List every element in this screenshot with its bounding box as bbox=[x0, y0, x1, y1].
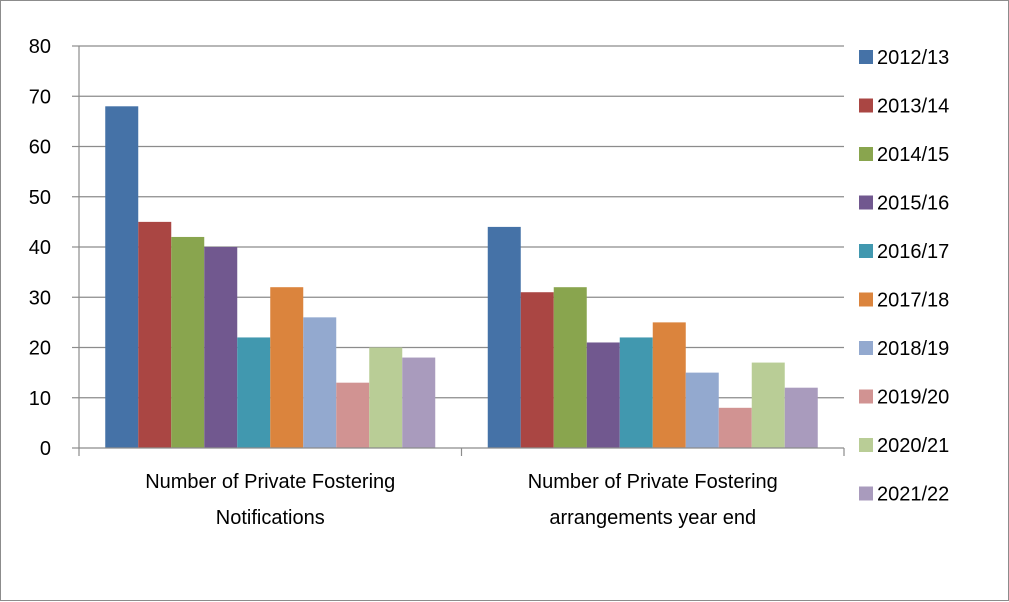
bar-2020-21-cat1 bbox=[369, 347, 403, 448]
legend-item: 2018/19 bbox=[859, 338, 949, 360]
legend-label: 2020/21 bbox=[877, 435, 949, 457]
bar-2020-21-cat2 bbox=[751, 362, 785, 448]
category-label: Number of Private Fostering bbox=[528, 471, 778, 493]
y-tick-label: 60 bbox=[29, 137, 51, 159]
y-tick-label: 40 bbox=[29, 237, 51, 259]
bar-2012-13-cat1 bbox=[105, 106, 139, 449]
legend-swatch bbox=[859, 486, 873, 501]
legend-item: 2020/21 bbox=[859, 435, 949, 457]
bar-2017-18-cat1 bbox=[270, 287, 304, 448]
bar-2013-14-cat2 bbox=[520, 292, 554, 448]
bar-2019-20-cat2 bbox=[718, 407, 752, 448]
legend-swatch bbox=[859, 147, 873, 161]
bar-2016-17-cat1 bbox=[237, 337, 271, 448]
legend-swatch bbox=[859, 98, 873, 113]
y-tick-label: 80 bbox=[29, 36, 51, 58]
category-label: arrangements year end bbox=[549, 507, 756, 529]
legend-item: 2019/20 bbox=[859, 387, 949, 409]
legend-label: 2021/22 bbox=[877, 484, 949, 506]
bar-2014-15-cat1 bbox=[171, 236, 205, 448]
legend-label: 2019/20 bbox=[877, 387, 949, 409]
y-tick-label: 30 bbox=[29, 287, 51, 309]
legend-item: 2015/16 bbox=[859, 193, 949, 215]
bar-2015-16-cat2 bbox=[586, 342, 620, 448]
y-tick-label: 20 bbox=[29, 338, 51, 360]
legend-swatch bbox=[859, 292, 873, 307]
y-tick-label: 0 bbox=[40, 438, 51, 460]
bar-2015-16-cat1 bbox=[204, 247, 238, 448]
legend-label: 2017/18 bbox=[877, 290, 949, 312]
bar-2018-19-cat2 bbox=[685, 372, 719, 448]
legend-swatch bbox=[859, 341, 873, 355]
legend-label: 2015/16 bbox=[877, 193, 949, 215]
legend-item: 2017/18 bbox=[859, 290, 949, 312]
bar-2012-13-cat2 bbox=[487, 226, 521, 448]
category-label: Number of Private Fostering bbox=[145, 471, 395, 493]
bars bbox=[105, 106, 818, 449]
legend-swatch bbox=[859, 244, 873, 258]
legend-item: 2016/17 bbox=[859, 241, 949, 263]
legend-label: 2012/13 bbox=[877, 47, 949, 69]
bar-2021-22-cat1 bbox=[402, 357, 436, 448]
bar-2013-14-cat1 bbox=[138, 221, 172, 448]
y-tick-label: 70 bbox=[29, 86, 51, 108]
bar-2014-15-cat2 bbox=[553, 287, 587, 448]
y-tick-label: 10 bbox=[29, 388, 51, 410]
legend-label: 2018/19 bbox=[877, 338, 949, 360]
legend-item: 2013/14 bbox=[859, 96, 949, 118]
legend-swatch bbox=[859, 438, 873, 452]
legend-item: 2012/13 bbox=[859, 47, 949, 69]
bar-2017-18-cat2 bbox=[652, 322, 686, 448]
bar-2016-17-cat2 bbox=[619, 337, 653, 448]
legend: 2012/13 2013/14 2014/15 2015/16 2016/17 2017/… bbox=[859, 47, 949, 506]
legend-item: 2021/22 bbox=[859, 484, 949, 506]
category-label: Notifications bbox=[216, 507, 325, 529]
y-tick-label: 50 bbox=[29, 187, 51, 209]
legend-swatch bbox=[859, 389, 873, 404]
y-axis-tick-labels: 0 10 20 30 40 50 60 70 80 bbox=[29, 36, 51, 460]
legend-label: 2014/15 bbox=[877, 144, 949, 166]
legend-label: 2013/14 bbox=[877, 96, 949, 118]
legend-item: 2014/15 bbox=[859, 144, 949, 166]
bar-2018-19-cat1 bbox=[303, 317, 337, 448]
bar-2021-22-cat2 bbox=[784, 387, 818, 448]
x-axis-category-labels: Number of Private Fostering Notifications… bbox=[145, 471, 778, 529]
axes bbox=[72, 45, 845, 456]
legend-label: 2016/17 bbox=[877, 241, 949, 263]
bar-2019-20-cat1 bbox=[336, 382, 370, 448]
legend-swatch bbox=[859, 50, 873, 64]
legend-swatch bbox=[859, 195, 873, 210]
